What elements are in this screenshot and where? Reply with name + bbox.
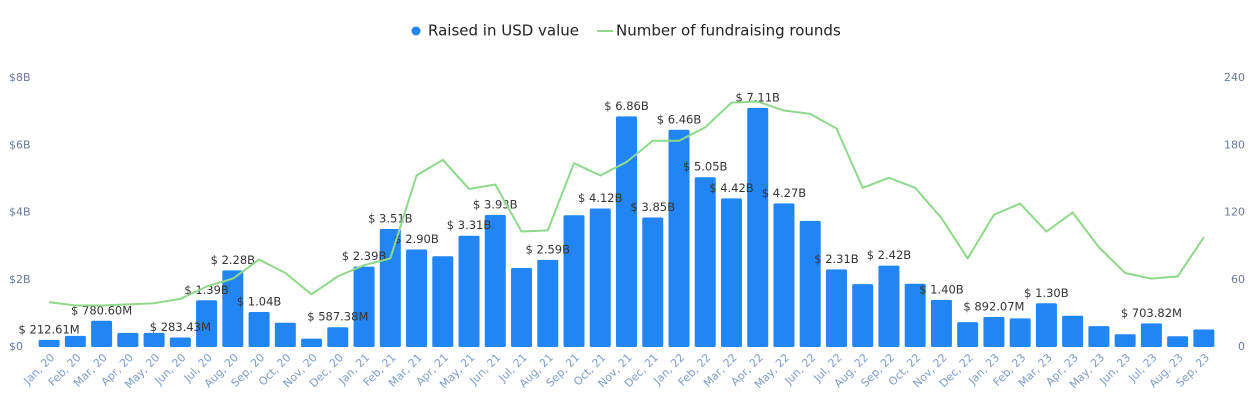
- bar: [169, 337, 191, 347]
- bar: [930, 299, 952, 347]
- bar: [301, 338, 323, 347]
- data-label: $ 212.61M: [19, 322, 80, 336]
- bar: [668, 129, 690, 347]
- bar: [1035, 303, 1057, 347]
- bar: [983, 317, 1005, 347]
- data-label: $ 5.05B: [683, 160, 728, 174]
- bar: [222, 270, 244, 347]
- bar: [38, 339, 60, 347]
- y-tick-label: $8B: [9, 71, 31, 84]
- data-label: $ 6.86B: [604, 99, 649, 113]
- data-label: $ 2.31B: [814, 252, 859, 266]
- data-label: $ 283.43M: [150, 320, 211, 334]
- bar: [773, 203, 795, 347]
- bar: [642, 217, 664, 347]
- y-tick-label: $0: [9, 340, 23, 353]
- bar: [537, 259, 559, 347]
- bar: [458, 235, 480, 347]
- bar: [799, 220, 821, 347]
- bar: [852, 284, 874, 347]
- bar: [327, 327, 349, 347]
- data-label: $ 2.90B: [394, 232, 439, 246]
- data-label: $ 2.42B: [867, 248, 912, 262]
- data-label: $ 1.39B: [184, 283, 229, 297]
- bar: [1062, 315, 1084, 347]
- data-label: $ 4.27B: [762, 186, 807, 200]
- y2-tick-label: 240: [1224, 71, 1245, 84]
- legend-swatch: [411, 26, 421, 36]
- bar: [904, 283, 926, 347]
- y2-tick-label: 60: [1231, 273, 1245, 286]
- bar: [484, 214, 506, 347]
- bar: [720, 198, 742, 347]
- data-label: $ 1.04B: [237, 295, 282, 309]
- bar: [64, 335, 86, 347]
- bar: [1140, 323, 1162, 347]
- bar: [747, 107, 769, 348]
- data-label: $ 1.30B: [1024, 286, 1069, 300]
- y-tick-label: $2B: [9, 273, 31, 286]
- bar: [1009, 318, 1031, 347]
- bar: [353, 266, 375, 347]
- legend-label: Number of fundraising rounds: [616, 22, 841, 40]
- y2-tick-label: 120: [1224, 206, 1245, 219]
- bar: [825, 269, 847, 347]
- bar: [511, 267, 533, 347]
- bar: [117, 332, 139, 347]
- data-label: $ 3.51B: [368, 211, 413, 225]
- bar: [248, 312, 270, 347]
- data-label: $ 3.93B: [473, 197, 518, 211]
- bar: [432, 256, 454, 347]
- bar: [406, 249, 428, 347]
- y2-tick-label: 180: [1224, 138, 1245, 151]
- data-label: $ 2.59B: [526, 242, 571, 256]
- bar: [694, 177, 716, 347]
- data-label: $ 2.28B: [211, 253, 256, 267]
- bar: [1088, 326, 1110, 347]
- bar: [957, 322, 979, 347]
- bar: [91, 320, 113, 347]
- data-label: $ 2.39B: [342, 249, 387, 263]
- y-tick-label: $4B: [9, 206, 31, 219]
- data-label: $ 7.11B: [735, 90, 780, 104]
- y-tick-label: $6B: [9, 138, 31, 151]
- data-label: $ 3.85B: [631, 200, 676, 214]
- bar: [196, 300, 218, 347]
- bar: [1114, 334, 1136, 347]
- data-label: $ 4.12B: [578, 191, 623, 205]
- data-label: $ 587.38M: [307, 310, 368, 324]
- bar: [563, 215, 585, 347]
- bar: [274, 322, 296, 347]
- data-label: $ 1.40B: [919, 282, 964, 296]
- bar: [589, 208, 611, 347]
- data-label: $ 892.07M: [963, 300, 1024, 314]
- legend-label: Raised in USD value: [428, 22, 579, 40]
- bar: [1193, 329, 1215, 347]
- data-label: $ 4.42B: [709, 181, 754, 195]
- bar: [1167, 336, 1189, 347]
- bar: [379, 228, 401, 347]
- data-label: $ 780.60M: [71, 303, 132, 317]
- y2-tick-label: 0: [1238, 340, 1245, 353]
- line: [48, 100, 1205, 307]
- bar: [616, 116, 637, 348]
- bar: [143, 332, 165, 347]
- data-label: $ 6.46B: [657, 112, 702, 126]
- data-label: $ 3.31B: [447, 218, 492, 232]
- data-label: $ 703.82M: [1121, 306, 1182, 320]
- bar: [878, 265, 900, 347]
